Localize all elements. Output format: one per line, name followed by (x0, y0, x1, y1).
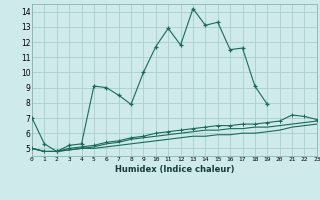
X-axis label: Humidex (Indice chaleur): Humidex (Indice chaleur) (115, 165, 234, 174)
